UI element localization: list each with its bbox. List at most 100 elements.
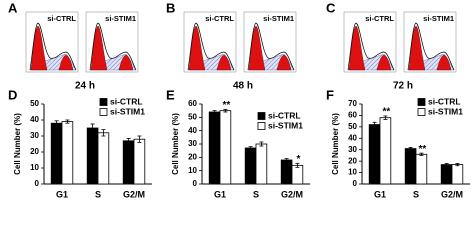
g2-peak [436,54,452,71]
bar [280,159,293,185]
significance-label: ** [383,107,391,118]
bar [415,153,428,185]
bar [291,164,304,185]
g2-peak [276,54,292,71]
g2-peak [118,54,134,71]
x-tick-label: G2/M [441,189,463,199]
flow-histogram: si-CTRL [343,11,397,73]
g1-peak [248,25,266,71]
y-tick-label: 60 [188,99,197,108]
g1-peak [408,25,426,71]
flow-histogram: si-STIM1 [403,11,457,73]
flow-histogram: si-CTRL [183,11,237,73]
legend-swatch [417,98,426,106]
y-tick-label: 40 [348,133,357,142]
error-bar [455,163,460,167]
bar [97,132,110,185]
legend-swatch [257,122,266,130]
significance-label: ** [223,100,231,111]
legend-label: si-STIM1 [110,106,145,116]
y-tick-label: 60 [348,111,357,120]
bar [61,121,74,185]
x-tick-label: G2/M [123,189,145,199]
legend-swatch [99,98,108,106]
x-tick-label: S [95,189,101,199]
error-bar [212,110,217,114]
error-bar [126,137,131,144]
x-tick-label: S [413,189,419,199]
x-tick-label: G1 [374,189,386,199]
g2-peak [376,54,392,71]
plot-title: si-CTRL [47,14,76,23]
error-bar [65,119,70,124]
legend-swatch [417,108,426,116]
y-tick-label: 20 [188,152,197,161]
bar [440,164,453,185]
y-tick-label: 30 [188,139,197,148]
plot-title: si-STIM1 [105,14,136,23]
flow-histogram: si-STIM1 [243,11,297,73]
flow-histogram: si-STIM1 [85,11,139,73]
panel-label: D [8,87,17,102]
y-axis-label: Cell Number (%) [331,113,340,175]
y-tick-label: 30 [348,145,357,154]
g1-peak [90,25,108,71]
significance-label: ** [419,144,427,155]
plot-title: si-CTRL [205,14,234,23]
error-bar [419,152,424,156]
error-bar [284,158,289,162]
y-tick-label: 50 [30,99,39,108]
g1-peak [348,25,366,71]
y-tick-label: 0 [353,179,358,188]
y-axis-label: Cell Number (%) [13,113,22,175]
fit-outline [247,22,295,71]
flow-histogram: si-CTRL [25,11,79,73]
fit-outline [407,22,455,71]
bar [208,111,221,185]
legend-swatch [257,112,266,120]
bar [219,110,232,185]
g2-peak [58,54,74,71]
panel-label: C [326,0,336,15]
y-tick-label: 40 [30,115,39,124]
error-bar [101,129,106,137]
y-axis-label: Cell Number (%) [171,113,180,175]
error-bar [295,162,300,168]
panel-label: E [166,87,175,102]
error-bar [259,141,264,147]
panel-label: A [8,0,18,15]
y-tick-label: 20 [348,156,357,165]
x-tick-label: G1 [56,189,68,199]
bar [404,148,417,185]
fit-outline [29,22,77,71]
bar [451,164,464,185]
y-tick-label: 70 [348,99,357,108]
time-label: 72 h [393,81,413,92]
error-bar [90,123,95,133]
y-tick-label: 0 [35,179,40,188]
g2-peak [216,54,232,71]
g1-peak [30,25,48,71]
x-tick-label: S [253,189,259,199]
error-bar [444,163,449,167]
plot-title: si-STIM1 [263,14,294,23]
bar [86,127,99,185]
x-tick-label: G1 [214,189,226,199]
legend-label: si-STIM1 [268,120,303,130]
bar [379,117,392,185]
fit-outline [347,22,395,71]
y-tick-label: 50 [188,112,197,121]
plot-title: si-CTRL [365,14,394,23]
error-bar [223,108,228,113]
y-tick-label: 50 [348,122,357,131]
error-bar [137,135,142,143]
error-bar [383,115,388,120]
g1-peak [188,25,206,71]
panel-label: B [166,0,175,15]
y-tick-label: 10 [30,163,39,172]
error-bar [248,146,253,150]
bar [50,122,63,185]
bar [244,147,257,185]
y-tick-label: 0 [193,179,198,188]
